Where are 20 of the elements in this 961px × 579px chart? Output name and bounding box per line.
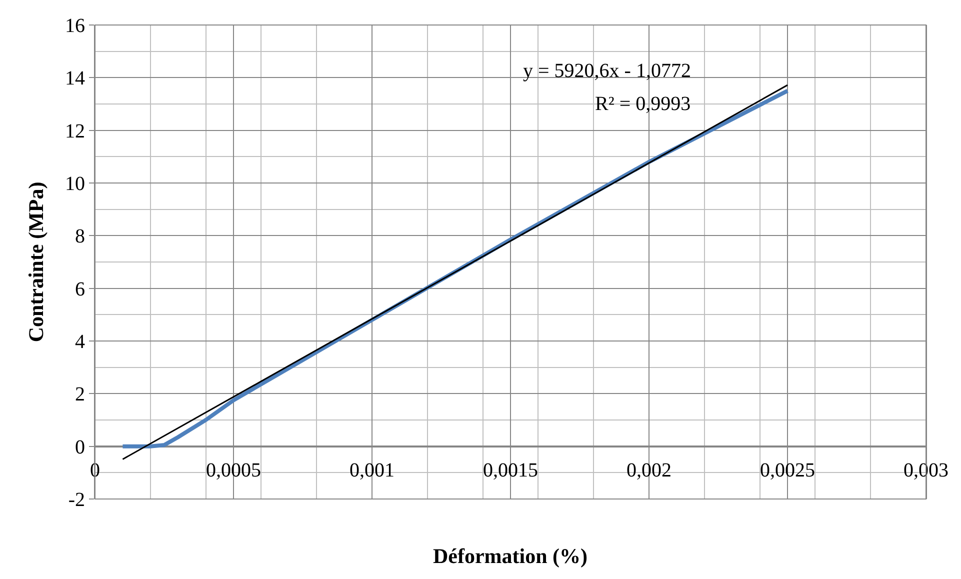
annotation: R² = 0,9993 bbox=[595, 93, 691, 115]
y-tick-label: 8 bbox=[75, 226, 85, 248]
y-tick-label: 10 bbox=[65, 173, 85, 195]
x-tick-label: 0,002 bbox=[626, 459, 672, 482]
y-tick-label: 2 bbox=[75, 384, 85, 406]
x-tick-label: 0 bbox=[90, 459, 100, 482]
y-tick-label: 0 bbox=[75, 436, 85, 458]
x-tick-label: 0,0005 bbox=[206, 459, 261, 482]
x-tick-label: 0,0015 bbox=[483, 459, 538, 482]
x-axis-title: Déformation (%) bbox=[433, 544, 588, 568]
annotation: y = 5920,6x - 1,0772 bbox=[523, 60, 691, 82]
y-tick-label: 4 bbox=[75, 331, 85, 353]
y-tick-label: -2 bbox=[68, 489, 85, 511]
y-axis-title: Contrainte (MPa) bbox=[24, 182, 48, 342]
x-tick-label: 0,001 bbox=[350, 459, 394, 482]
y-tick-label: 6 bbox=[75, 278, 85, 300]
y-tick-label: 12 bbox=[65, 120, 85, 142]
y-tick-label: 16 bbox=[65, 15, 85, 37]
x-tick-label: 0,0025 bbox=[760, 459, 815, 482]
y-tick-label: 14 bbox=[65, 68, 85, 90]
